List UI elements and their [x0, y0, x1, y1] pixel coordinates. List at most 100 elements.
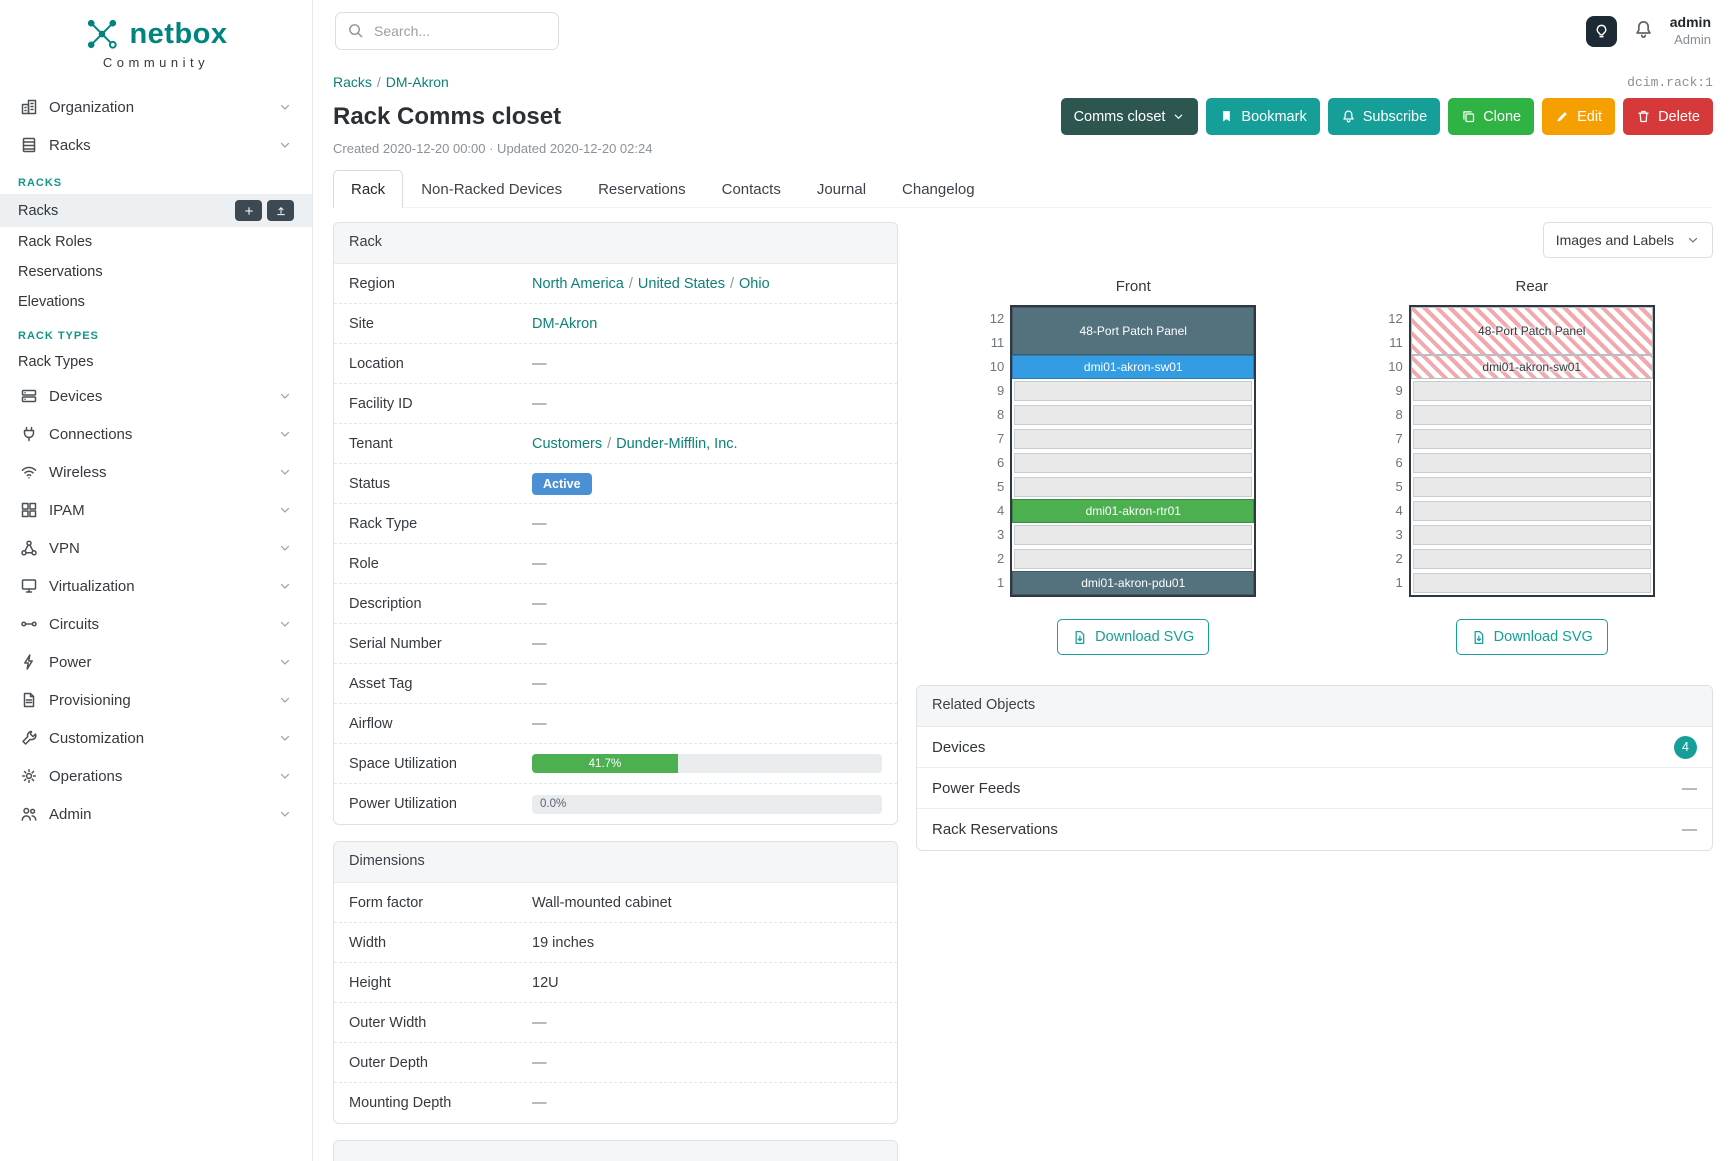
sidebar-group-label: Virtualization [49, 577, 135, 595]
wireless-icon [20, 463, 38, 481]
sidebar-item-reservations[interactable]: Reservations [0, 257, 312, 287]
sidebar-group-virtualization[interactable]: Virtualization [0, 567, 312, 605]
progress-bar: 41.7% [532, 754, 882, 773]
rack-unit-empty[interactable] [1412, 573, 1651, 593]
brand: netbox Community [0, 0, 312, 78]
related-row-devices[interactable]: Devices 4 [917, 727, 1712, 768]
button-label: Edit [1577, 108, 1603, 125]
tab-changelog[interactable]: Changelog [902, 181, 975, 198]
tab-non-racked-devices[interactable]: Non-Racked Devices [421, 181, 563, 198]
rack-unit-empty[interactable] [1412, 549, 1651, 569]
tab-reservations[interactable]: Reservations [598, 181, 686, 198]
rack-unit-empty[interactable] [1412, 405, 1651, 425]
chevron-down-icon [278, 579, 292, 593]
rack-card: Rack Region North America / United States / O… [333, 222, 898, 825]
breadcrumb-separator: / [376, 74, 381, 90]
rack-unit-empty[interactable] [1412, 381, 1651, 401]
sidebar-item-elevations[interactable]: Elevations [0, 287, 312, 317]
rack-unit-empty[interactable] [1014, 477, 1253, 497]
link-ohio[interactable]: Ohio [739, 275, 770, 292]
chevron-down-icon [278, 693, 292, 707]
notifications-button[interactable] [1633, 19, 1654, 43]
sidebar-group-vpn[interactable]: VPN [0, 529, 312, 567]
related-row-power-feeds[interactable]: Power Feeds — [917, 768, 1712, 809]
link-united-states[interactable]: United States [637, 275, 725, 292]
images-labels-label: Images and Labels [1555, 232, 1674, 248]
search-box [335, 12, 559, 50]
sidebar-item-racks[interactable]: Racks [0, 194, 312, 227]
related-row-rack-reservations[interactable]: Rack Reservations — [917, 809, 1712, 850]
clone-button[interactable]: Clone [1448, 98, 1535, 135]
edit-button[interactable]: Edit [1542, 98, 1616, 135]
sidebar-group-power[interactable]: Power [0, 643, 312, 681]
sidebar-item-label: Rack Types [18, 354, 94, 370]
detail-label: Mounting Depth [349, 1095, 452, 1111]
rack-unit-empty[interactable] [1014, 525, 1253, 545]
rack-unit-empty[interactable] [1014, 429, 1253, 449]
rack-device-dmi01-akron-sw01[interactable]: dmi01-akron-sw01 [1012, 355, 1255, 379]
sidebar-group-connections[interactable]: Connections [0, 415, 312, 453]
detail-label: Description [349, 595, 422, 612]
user-menu[interactable]: admin Admin [1670, 14, 1711, 48]
chevron-down-icon [278, 100, 292, 114]
add-button[interactable] [235, 200, 262, 221]
bookmark-button[interactable]: Bookmark [1206, 98, 1320, 135]
subscribe-button[interactable]: Subscribe [1327, 98, 1441, 135]
sidebar-group-operations[interactable]: Operations [0, 757, 312, 795]
rack-unit-empty[interactable] [1412, 525, 1651, 545]
tab-journal[interactable]: Journal [816, 181, 867, 198]
rack-unit-empty[interactable] [1014, 381, 1253, 401]
search-input[interactable] [335, 12, 559, 50]
rack-device-dmi01-akron-pdu01[interactable]: dmi01-akron-pdu01 [1012, 571, 1255, 595]
sidebar-group-devices[interactable]: Devices [0, 377, 312, 415]
sidebar-item-rack-roles[interactable]: Rack Roles [0, 227, 312, 257]
download-svg-button[interactable]: Download SVG [1455, 619, 1608, 655]
rack-device-dmi01-akron-sw01[interactable]: dmi01-akron-sw01 [1410, 355, 1653, 379]
detail-value: 12U [532, 974, 559, 991]
status-badge: Active [532, 472, 592, 495]
sidebar-group-label: Connections [49, 425, 133, 443]
rack-unit-empty[interactable] [1014, 549, 1253, 569]
import-button[interactable] [267, 200, 294, 221]
count-badge: 4 [1674, 735, 1697, 759]
link-dunder-mifflin-inc[interactable]: Dunder-Mifflin, Inc. [616, 435, 738, 452]
config-context-dropdown[interactable]: Comms closet [1060, 98, 1199, 135]
breadcrumb-link[interactable]: Racks [333, 74, 372, 90]
sidebar-group-organization[interactable]: Organization [0, 88, 312, 126]
unit-number: 9 [1395, 383, 1403, 398]
tab-contacts[interactable]: Contacts [721, 181, 781, 198]
sidebar-group-ipam[interactable]: IPAM [0, 491, 312, 529]
sidebar-group-customization[interactable]: Customization [0, 719, 312, 757]
detail-label: Airflow [349, 715, 393, 732]
link-north-america[interactable]: North America [532, 275, 624, 292]
rack-device-48-port-patch-panel[interactable]: 48-Port Patch Panel [1410, 307, 1653, 355]
rack-unit-empty[interactable] [1412, 477, 1651, 497]
rack-device-48-port-patch-panel[interactable]: 48-Port Patch Panel [1012, 307, 1255, 355]
sidebar-group-circuits[interactable]: Circuits [0, 605, 312, 643]
images-labels-dropdown[interactable]: Images and Labels [1542, 222, 1713, 258]
delete-button[interactable]: Delete [1623, 98, 1713, 135]
rack-unit-empty[interactable] [1412, 429, 1651, 449]
unit-numbers: 12 11 10 9 8 7 6 5 4 3 2 1 [974, 307, 1004, 597]
tab-rack[interactable]: Rack [333, 170, 404, 208]
sidebar-group-provisioning[interactable]: Provisioning [0, 681, 312, 719]
rack-device-dmi01-akron-rtr01[interactable]: dmi01-akron-rtr01 [1012, 499, 1255, 523]
theme-toggle-button[interactable] [1585, 15, 1617, 47]
rack-unit-empty[interactable] [1014, 453, 1253, 473]
rack-unit-empty[interactable] [1412, 453, 1651, 473]
sidebar-group-racks[interactable]: Racks [0, 126, 312, 164]
download-svg-button[interactable]: Download SVG [1057, 619, 1210, 655]
rack-unit-empty[interactable] [1014, 405, 1253, 425]
elevation-title: Front [1115, 278, 1151, 295]
link-dm-akron[interactable]: DM-Akron [532, 315, 598, 332]
sidebar-group-wireless[interactable]: Wireless [0, 453, 312, 491]
sidebar-section-header: RACK TYPES [18, 330, 99, 342]
rack-unit-empty[interactable] [1412, 501, 1651, 521]
breadcrumb-link[interactable]: DM-Akron [385, 74, 449, 90]
action-buttons: Comms closet Bookmark Subscribe Clone Edit De… [1060, 98, 1713, 135]
sidebar-item-rack-types[interactable]: Rack Types [0, 347, 312, 377]
sidebar-group-admin[interactable]: Admin [0, 795, 312, 833]
link-customers[interactable]: Customers [532, 435, 603, 452]
download-svg-label: Download SVG [1095, 629, 1195, 645]
detail-row-tenant: Tenant Customers / Dunder-Mifflin, Inc. [334, 424, 897, 464]
